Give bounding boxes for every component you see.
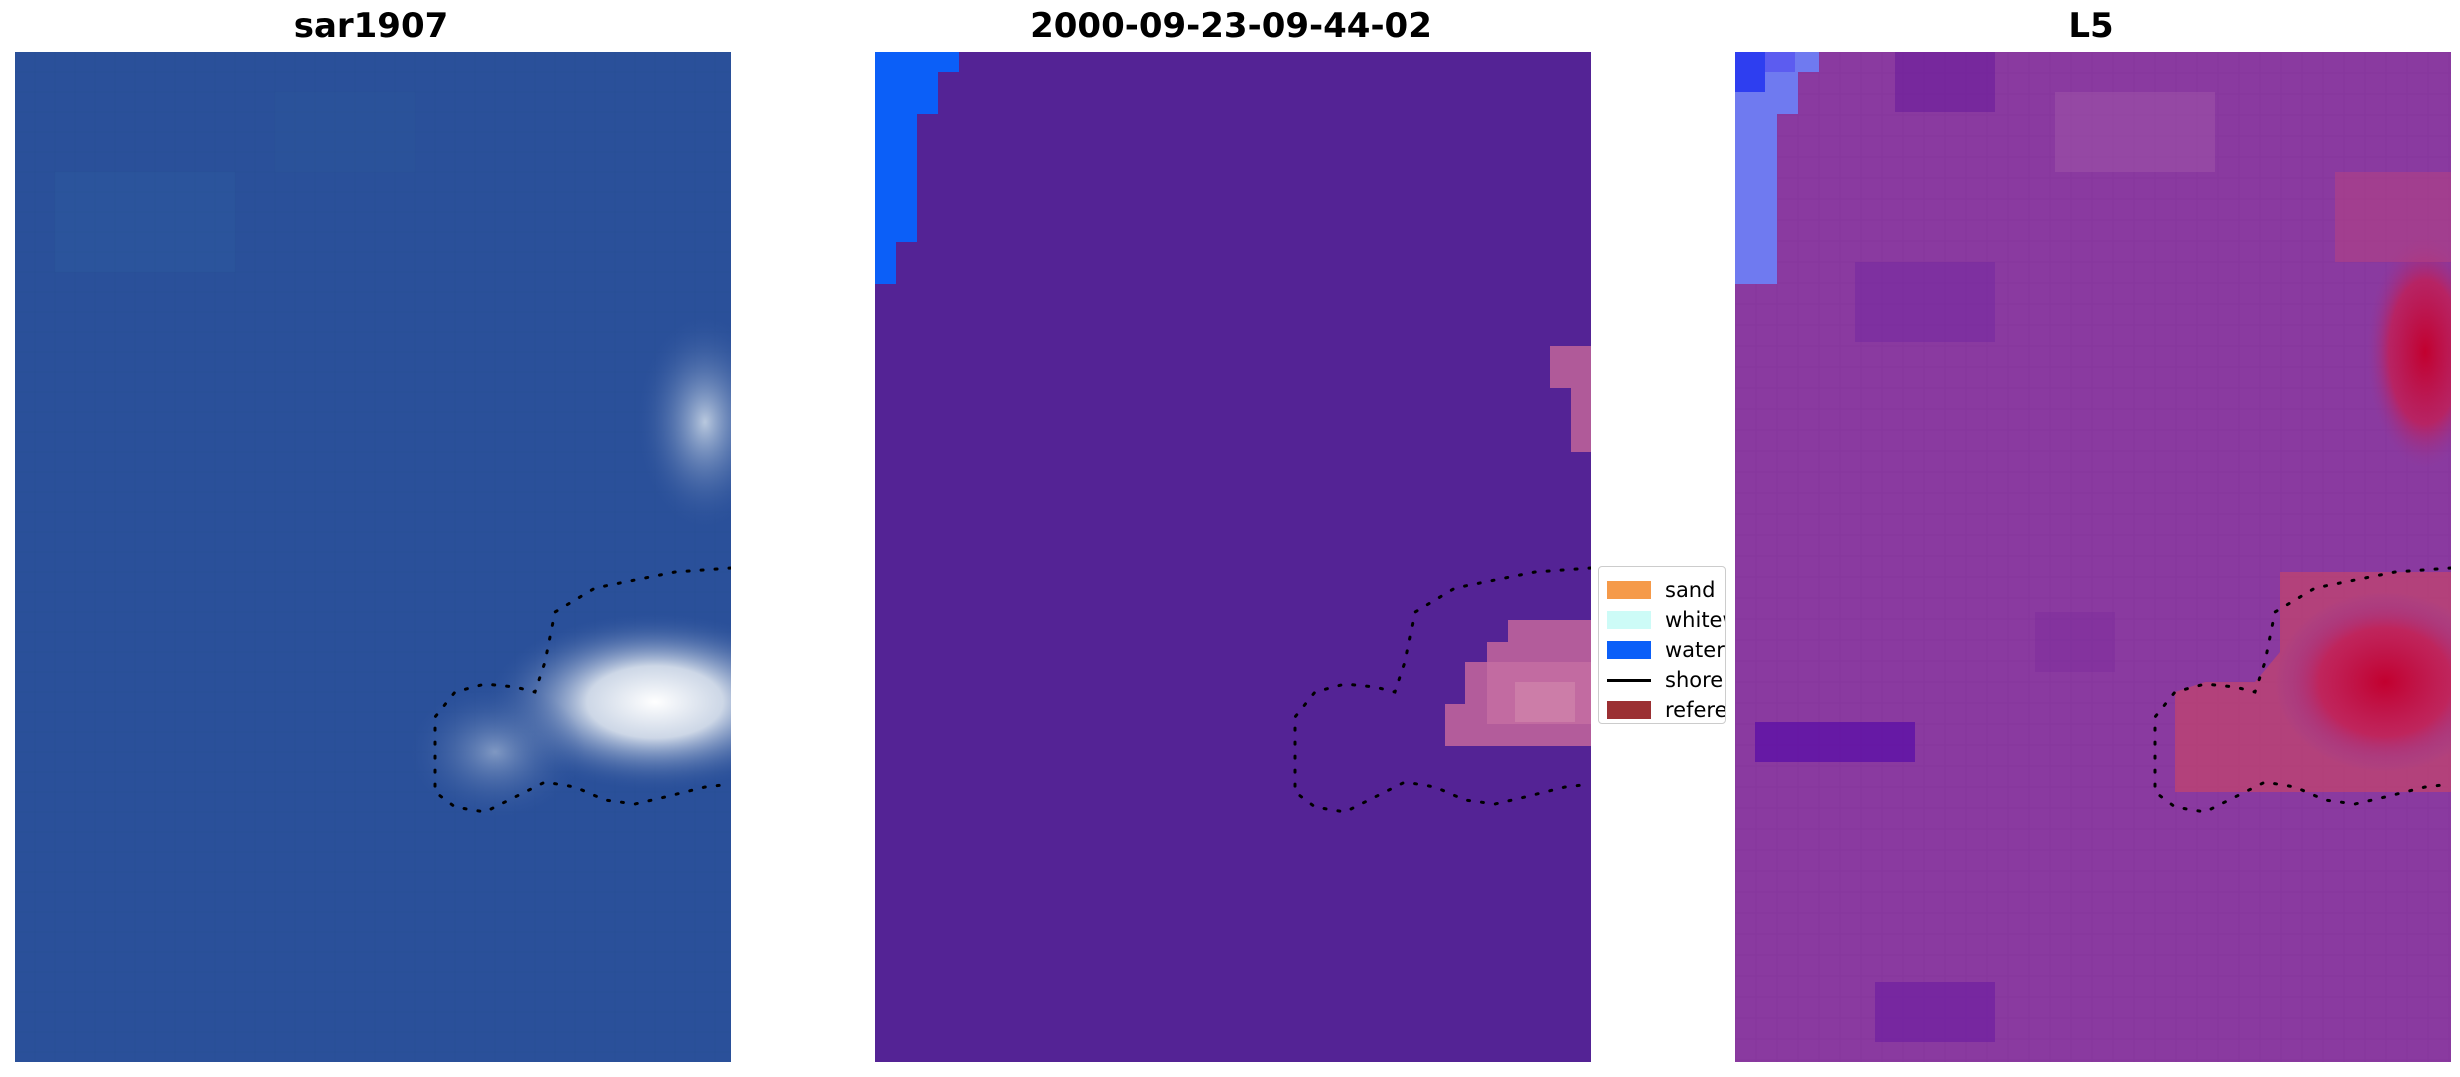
legend-label: shoreline [1665, 668, 1725, 692]
shoreline-dots-1 [433, 566, 731, 814]
heatmap-panel [1735, 52, 2451, 1062]
rgb-image-panel [15, 52, 731, 1062]
probability-heatmap [1735, 52, 2451, 1062]
legend-label: water [1665, 638, 1725, 662]
legend-item-reference-shoreline: reference shoreline [1607, 695, 1726, 723]
legend-label: sand [1665, 578, 1716, 602]
reference-shoreline-swatch-icon [1607, 701, 1651, 719]
legend-item-shoreline: shoreline [1607, 665, 1725, 695]
classification-panel [875, 52, 1591, 1062]
classification-image [875, 52, 1591, 1062]
legend-item-water: water [1607, 635, 1725, 665]
legend-label: reference shoreline [1665, 698, 1726, 722]
shoreline-dots-2 [1293, 566, 1591, 814]
panel-title-1: sar1907 [293, 6, 449, 46]
water-swatch-icon [1607, 641, 1651, 659]
legend-item-sand: sand [1607, 575, 1715, 605]
whitewater-swatch-icon [1607, 611, 1651, 629]
shoreline-dots-3 [2153, 566, 2451, 814]
sand-swatch-icon [1607, 581, 1651, 599]
shoreline-line-icon [1607, 678, 1651, 682]
panel-title-3: L5 [2068, 6, 2114, 46]
panel-title-2: 2000-09-23-09-44-02 [1030, 6, 1432, 46]
rgb-image [15, 52, 731, 1062]
